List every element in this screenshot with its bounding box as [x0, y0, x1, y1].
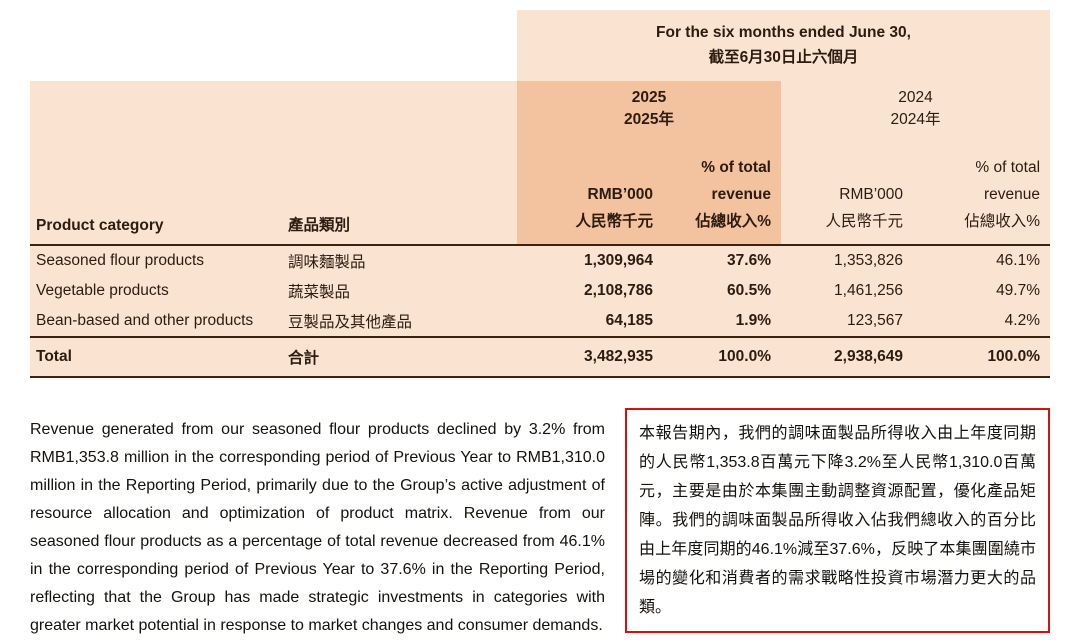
- table-top-left-spacer: [30, 10, 517, 81]
- value-2025: 2,108,786: [517, 276, 657, 306]
- year-2025-header: 2025 2025年: [517, 81, 781, 138]
- total-label-zh: 合計: [282, 337, 517, 378]
- total-value-2024: 2,938,649: [781, 337, 907, 378]
- year-2024-header: 2024 2024年: [781, 81, 1051, 138]
- pct-2025: 37.6%: [657, 245, 781, 276]
- value-2025: 64,185: [517, 306, 657, 338]
- year-2024-zh-label: 2024年: [890, 111, 941, 128]
- rmb-unit-zh: 人民幣千元: [825, 213, 903, 230]
- revenue-by-product-table: For the six months ended June 30, 截至6月30…: [30, 10, 1051, 378]
- value-2024: 1,353,826: [781, 245, 907, 276]
- pct-header-2025: % of total revenue 佔總收入%: [657, 138, 781, 246]
- rmb-header-2024: RMB’000 人民幣千元: [781, 138, 907, 246]
- year-2025-en-label: 2025: [631, 89, 667, 106]
- period-header-row: For the six months ended June 30, 截至6月30…: [30, 10, 1051, 81]
- period-header-zh: 截至6月30日止六個月: [708, 49, 859, 66]
- product-row: Seasoned flour products 調味麵製品 1,309,964 …: [30, 245, 1051, 276]
- pct-header-2024: % of total revenue 佔總收入%: [907, 138, 1051, 246]
- total-pct-2025: 100.0%: [657, 337, 781, 378]
- product-name-zh: 蔬菜製品: [282, 276, 517, 306]
- chinese-paragraph: 本報告期內，我們的調味面製品所得收入由上年度同期的人民幣1,353.8百萬元下降…: [639, 425, 1036, 616]
- rmb-header-2025: RMB’000 人民幣千元: [517, 138, 657, 246]
- year-row-spacer: [30, 81, 517, 138]
- pct-label-zh: 佔總收入%: [695, 213, 771, 230]
- year-header-row: 2025 2025年 2024 2024年: [30, 81, 1051, 138]
- column-header-row: Product category 產品類別 RMB’000 人民幣千元 % of…: [30, 138, 1051, 246]
- category-header-zh: 產品類別: [282, 138, 517, 246]
- product-name-zh: 豆製品及其他產品: [282, 306, 517, 338]
- total-pct-2024: 100.0%: [907, 337, 1051, 378]
- pct-2024: 49.7%: [907, 276, 1051, 306]
- product-name-en: Seasoned flour products: [30, 245, 282, 276]
- chinese-highlight-box: 本報告期內，我們的調味面製品所得收入由上年度同期的人民幣1,353.8百萬元下降…: [625, 408, 1050, 633]
- year-2025-zh-label: 2025年: [624, 111, 674, 128]
- commentary-section: Revenue generated from our seasoned flou…: [30, 408, 1050, 640]
- total-label-en: Total: [30, 337, 282, 378]
- pct-label-line1: % of total: [975, 159, 1041, 176]
- rmb-unit-zh: 人民幣千元: [575, 213, 653, 230]
- period-header: For the six months ended June 30, 截至6月30…: [517, 10, 1051, 81]
- value-2025: 1,309,964: [517, 245, 657, 276]
- product-name-en: Vegetable products: [30, 276, 282, 306]
- pct-label-line2: revenue: [711, 186, 771, 203]
- total-row: Total 合計 3,482,935 100.0% 2,938,649 100.…: [30, 337, 1051, 378]
- product-row: Bean-based and other products 豆製品及其他產品 6…: [30, 306, 1051, 338]
- value-2024: 1,461,256: [781, 276, 907, 306]
- pct-2024: 4.2%: [907, 306, 1051, 338]
- year-2024-en-label: 2024: [898, 89, 933, 106]
- rmb-unit-en: RMB’000: [839, 186, 903, 203]
- pct-label-line1: % of total: [701, 159, 771, 176]
- rmb-unit-en: RMB’000: [587, 186, 653, 203]
- pct-2024: 46.1%: [907, 245, 1051, 276]
- value-2024: 123,567: [781, 306, 907, 338]
- product-name-zh: 調味麵製品: [282, 245, 517, 276]
- category-header-en: Product category: [30, 138, 282, 246]
- english-paragraph: Revenue generated from our seasoned flou…: [30, 421, 605, 634]
- product-row: Vegetable products 蔬菜製品 2,108,786 60.5% …: [30, 276, 1051, 306]
- period-header-en: For the six months ended June 30,: [656, 24, 911, 41]
- product-name-en: Bean-based and other products: [30, 306, 282, 338]
- pct-2025: 60.5%: [657, 276, 781, 306]
- pct-2025: 1.9%: [657, 306, 781, 338]
- total-value-2025: 3,482,935: [517, 337, 657, 378]
- pct-label-line2: revenue: [984, 186, 1041, 203]
- pct-label-zh: 佔總收入%: [964, 213, 1041, 230]
